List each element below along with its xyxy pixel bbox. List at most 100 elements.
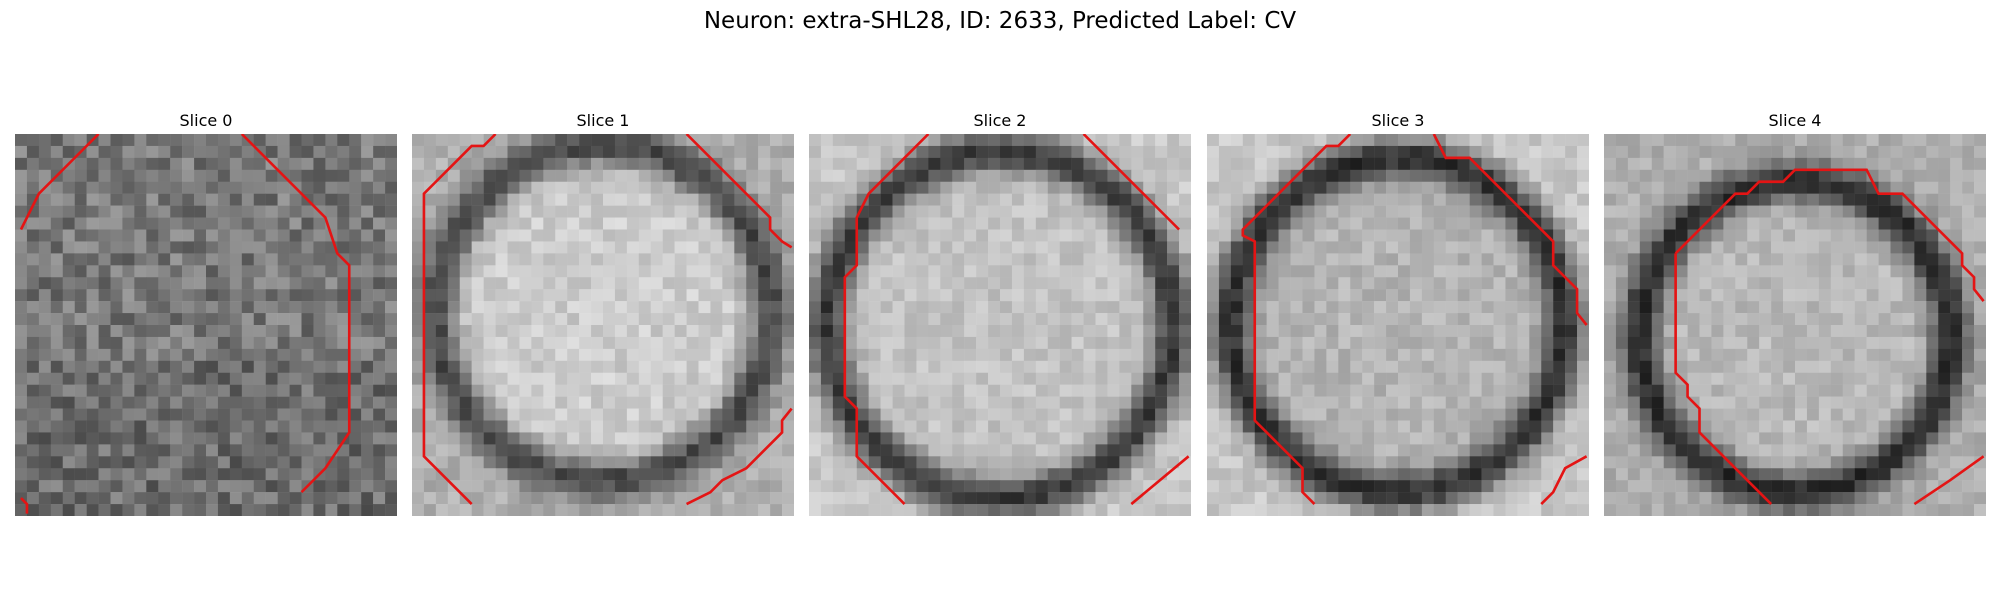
pixel (603, 253, 616, 266)
pixel (1167, 193, 1180, 206)
pixel (1795, 325, 1808, 338)
pixel (158, 480, 171, 493)
pixel (976, 157, 989, 171)
pixel (1866, 229, 1879, 242)
pixel (1023, 229, 1037, 242)
pixel (1338, 217, 1351, 230)
pixel (1950, 134, 1963, 147)
pixel (313, 396, 326, 409)
pixel (1962, 325, 1975, 338)
pixel (1795, 360, 1808, 373)
pixel (1565, 229, 1578, 242)
pixel (1398, 325, 1411, 338)
pixel (1926, 313, 1939, 326)
pixel (50, 217, 63, 230)
pixel (1517, 456, 1530, 469)
pixel (1445, 372, 1458, 385)
pixel (591, 420, 604, 433)
pixel (1615, 169, 1629, 182)
pixel (952, 396, 965, 409)
pixel (531, 145, 544, 159)
pixel (1493, 134, 1506, 147)
pixel (734, 277, 747, 290)
pixel (662, 205, 675, 218)
pixel (1541, 480, 1554, 493)
pixel (74, 432, 87, 445)
pixel (1290, 396, 1303, 409)
pixel (1759, 289, 1772, 302)
pixel (1627, 301, 1641, 314)
pixel (1254, 432, 1267, 445)
pixel (880, 241, 893, 254)
pixel (1083, 408, 1096, 421)
pixel (74, 492, 87, 505)
pixel (1675, 313, 1688, 326)
pixel (1000, 134, 1013, 147)
pixel (1565, 169, 1578, 182)
pixel (614, 181, 628, 194)
pixel (904, 181, 917, 194)
pixel (674, 336, 687, 350)
pixel (964, 181, 977, 194)
pixel (1421, 157, 1435, 171)
pixel (361, 301, 374, 314)
pixel (26, 253, 40, 266)
pixel (170, 289, 183, 302)
pixel (1806, 134, 1820, 147)
pixel (964, 456, 977, 469)
pixel (229, 384, 243, 397)
pixel (662, 504, 675, 516)
pixel (1962, 157, 1975, 171)
pixel (1505, 432, 1518, 445)
pixel (1639, 169, 1652, 182)
pixel (1663, 325, 1676, 338)
pixel (1914, 217, 1927, 230)
pixel (447, 360, 460, 373)
pixel (26, 336, 40, 350)
pixel (964, 492, 977, 505)
slice-title-3: Slice 3 (1371, 111, 1425, 130)
pixel (1119, 360, 1132, 373)
pixel (1687, 360, 1700, 373)
pixel (483, 193, 496, 206)
pixel (1023, 181, 1037, 194)
pixel (1278, 468, 1291, 481)
pixel (1338, 336, 1351, 350)
pixel (265, 456, 278, 469)
pixel (674, 181, 687, 194)
pixel (134, 432, 147, 445)
pixel (567, 301, 580, 314)
pixel (1854, 432, 1867, 445)
pixel (1095, 408, 1108, 421)
pixel (361, 444, 374, 457)
pixel (194, 336, 207, 350)
pixel (1914, 420, 1927, 433)
pixel (206, 134, 219, 147)
pixel (74, 408, 87, 421)
pixel (1155, 157, 1168, 171)
pixel (337, 480, 350, 493)
pixel (868, 313, 881, 326)
pixel (1806, 277, 1820, 290)
pixel (1699, 145, 1712, 159)
pixel (1409, 217, 1423, 230)
pixel (1230, 384, 1244, 397)
pixel (98, 360, 111, 373)
pixel (868, 157, 881, 171)
pixel (1541, 336, 1554, 350)
pixel (38, 157, 52, 171)
pixel (1902, 217, 1915, 230)
pixel (1242, 313, 1255, 326)
pixel (698, 313, 711, 326)
pixel (1000, 420, 1013, 433)
pixel (1914, 396, 1927, 409)
pixel (1338, 372, 1351, 385)
pixel (134, 193, 147, 206)
pixel (495, 229, 508, 242)
pixel (686, 504, 699, 516)
pixel (1711, 313, 1724, 326)
pixel (1326, 348, 1339, 362)
pixel (1771, 420, 1784, 433)
pixel (182, 169, 195, 182)
pixel (1469, 384, 1482, 397)
